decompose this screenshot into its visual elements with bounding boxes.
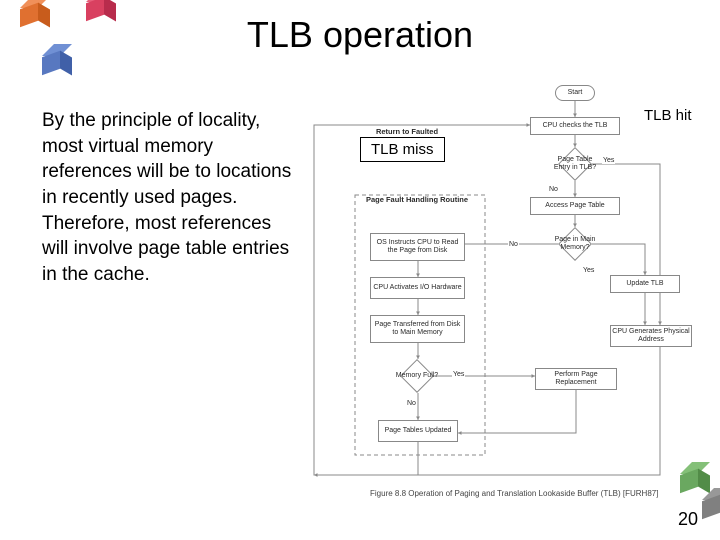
node-replace: Perform Page Replacement	[535, 368, 617, 390]
node-gen_addr: CPU Generates Physical Address	[610, 325, 692, 347]
node-os_instr: OS Instructs CPU to Read the Page from D…	[370, 233, 465, 261]
node-start: Start	[555, 85, 595, 101]
node-page_xfer: Page Transferred from Disk to Main Memor…	[370, 315, 465, 343]
node-in_mem: Page in Main Memory?	[558, 227, 592, 261]
tlb-miss-label: TLB miss	[360, 137, 445, 162]
node-access_pt: Access Page Table	[530, 197, 620, 215]
node-cpu_check: CPU checks the TLB	[530, 117, 620, 135]
deco-cube	[42, 54, 68, 80]
edge-label: Yes	[452, 371, 465, 378]
flowchart: Start CPU checks the TLB Page Table Entry …	[300, 75, 715, 515]
node-mem_full: Memory Full?	[400, 359, 434, 393]
tlb-hit-label: TLB hit	[638, 105, 698, 126]
node-pt_update: Page Tables Updated	[378, 420, 458, 442]
node-tlb_entry: Page Table Entry in TLB?	[558, 147, 592, 181]
pagefault-header: Page Fault Handling Routine	[362, 195, 472, 204]
edge-label: No	[548, 186, 559, 193]
edge-label: Yes	[582, 267, 595, 274]
node-update_tlb: Update TLB	[610, 275, 680, 293]
node-cpu_io: CPU Activates I/O Hardware	[370, 277, 465, 299]
edge-label: No	[406, 400, 417, 407]
edge-label: Yes	[602, 157, 615, 164]
edge-label: No	[508, 241, 519, 248]
figure-caption: Figure 8.8 Operation of Paging and Trans…	[370, 489, 658, 498]
body-paragraph: By the principle of locality, most virtu…	[42, 108, 292, 287]
slide-title: TLB operation	[0, 14, 720, 56]
